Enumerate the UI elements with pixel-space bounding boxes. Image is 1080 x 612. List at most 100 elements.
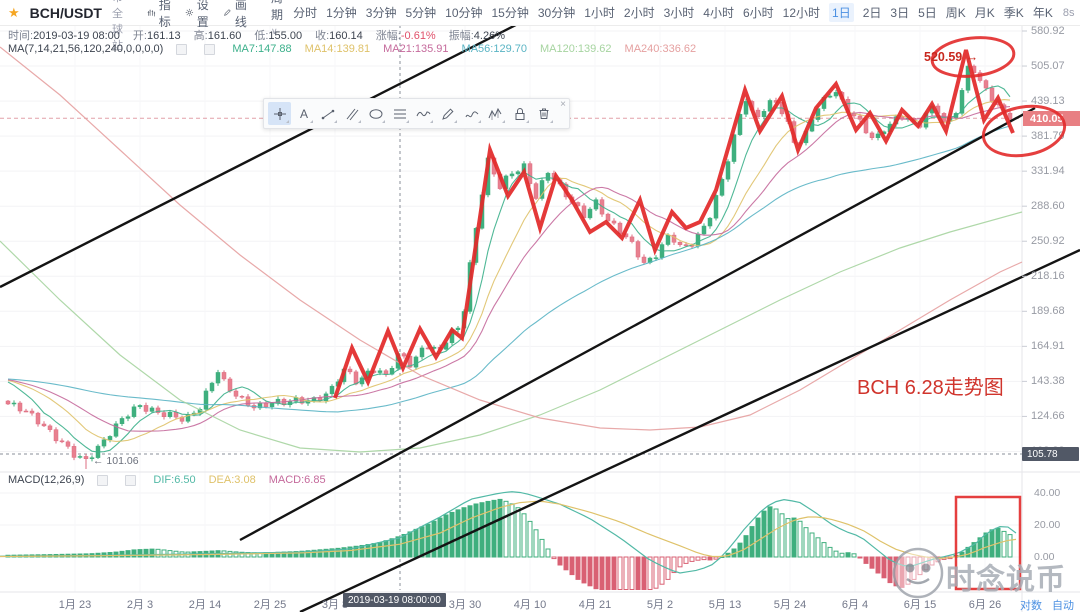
interval-3日[interactable]: 3日 (890, 6, 910, 20)
interval-1日[interactable]: 1日 (829, 3, 854, 22)
interval-分时[interactable]: 分时 (293, 6, 318, 20)
drawing-toolbar: A × (263, 98, 570, 129)
watermark-text: 时念说币 (946, 564, 1067, 596)
interval-1小时[interactable]: 1小时 (584, 6, 615, 20)
indicator-toggle-checkbox[interactable] (204, 43, 216, 55)
interval-2小时[interactable]: 2小时 (623, 6, 655, 20)
pencil-tool-button[interactable] (436, 102, 459, 125)
delete-tool-button[interactable] (532, 102, 555, 125)
time-tick-label: 4月 21 (578, 599, 612, 611)
interval-4小时[interactable]: 4小时 (703, 6, 734, 20)
log-scale-link[interactable]: 对数 (1020, 600, 1042, 612)
fib-retracement-icon (393, 109, 406, 118)
indicator-value-DEA: DEA:3.08 (208, 474, 256, 486)
close-icon[interactable]: × (560, 99, 566, 110)
interval-6小时[interactable]: 6小时 (742, 6, 774, 20)
fib-retracement-tool-button[interactable] (388, 102, 411, 125)
macd-tick-label: 40.00 (1034, 487, 1061, 499)
refresh-rate: 8s (1062, 6, 1075, 19)
indicator-toggle-checkbox[interactable] (97, 474, 109, 486)
price-tick-label: 580.92 (1031, 25, 1065, 37)
parallel-channel-tool-button[interactable] (340, 102, 363, 125)
info-item: 低:155.00 (254, 30, 303, 42)
indicator-toggle-checkbox[interactable] (176, 43, 188, 55)
price-tick-label: 143.38 (1031, 375, 1065, 388)
indicator-value-MA14: MA14:139.81 (304, 43, 371, 55)
period-dropdown[interactable]: 周期 ∨ (271, 0, 284, 36)
interval-15分钟[interactable]: 15分钟 (491, 6, 529, 20)
multi-wave-tool-button[interactable] (484, 102, 507, 125)
indicator-toggle-checkbox[interactable] (125, 474, 137, 486)
price-tick-label: 331.94 (1031, 165, 1065, 178)
interval-年K[interactable]: 年K (1032, 6, 1053, 20)
interval-10分钟[interactable]: 10分钟 (445, 6, 483, 20)
time-tick-label: 6月 26 (968, 599, 1002, 611)
info-item: 收:160.14 (315, 30, 363, 42)
interval-5分钟[interactable]: 5分钟 (405, 6, 437, 20)
interval-2日[interactable]: 2日 (862, 6, 882, 20)
macd-info-row: MACD(12,26,9) DIF:6.50 DEA:3.08 MACD:6.85 (8, 474, 326, 486)
favorite-star-icon[interactable]: ★ (8, 4, 20, 20)
price-tick-label: 439.13 (1031, 95, 1065, 108)
time-tick-label: 4月 10 (513, 599, 547, 611)
macd-tick-label: 20.00 (1034, 519, 1061, 531)
text-icon: A (299, 107, 307, 121)
macd-tick-label: 0.00 (1034, 551, 1055, 563)
indicator-icon (147, 9, 156, 16)
lock-tool-button[interactable] (508, 102, 531, 125)
indicator-value-MACD: MACD:6.85 (268, 474, 326, 486)
info-item: 涨幅:-0.61% (375, 30, 436, 42)
interval-list: 分时 1分钟 3分钟 5分钟 10分钟 15分钟 30分钟 1小时 2小时 3小时 4小时 6小时 12… (293, 3, 1053, 22)
peak-price-annotation: 520.59 → (924, 50, 979, 64)
low-price-marker: ← 101.06 (93, 455, 139, 467)
info-item: 时间:2019-03-19 08:00 (8, 30, 120, 42)
freehand-tool-button[interactable] (460, 102, 483, 125)
exchange-name: 火币全球站 (112, 0, 123, 52)
interval-1分钟[interactable]: 1分钟 (326, 6, 357, 20)
wave-icon (416, 110, 430, 116)
info-item: 振幅:4.26% (448, 30, 505, 42)
indicator-value-MA21: MA21:135.91 (383, 43, 449, 55)
interval-月K[interactable]: 月K (974, 6, 995, 20)
time-tick-label: 6月 15 (903, 599, 937, 611)
auto-scale-link[interactable]: 自动 (1052, 600, 1074, 612)
gear-icon (185, 8, 194, 17)
indicator-button[interactable]: 指标 (147, 0, 175, 30)
interval-30分钟[interactable]: 30分钟 (537, 6, 576, 20)
info-item: 开:161.13 (132, 30, 181, 42)
price-tick-label: 189.68 (1031, 305, 1065, 318)
indicator-value-MA56: MA56:129.70 (461, 43, 527, 55)
ma-info-row: MA(7,14,21,56,120,240,0,0,0,0) MA7:147.88… (8, 43, 696, 55)
trend-line-tool-button[interactable] (316, 102, 339, 125)
scale-links: 对数 自动 (1020, 597, 1074, 612)
text-tool-button[interactable]: A (292, 102, 315, 125)
ellipse-icon (369, 108, 382, 119)
pencil-icon (441, 107, 454, 120)
price-tick-label: 505.07 (1031, 60, 1065, 73)
ohlc-info-row: 时间:2019-03-19 08:00 开:161.13 高:161.60 低:155… (8, 27, 505, 43)
interval-12小时[interactable]: 12小时 (782, 6, 821, 20)
crosshair-price-badge: 105.78 (1022, 447, 1079, 461)
interval-季K[interactable]: 季K (1003, 6, 1024, 20)
price-tick-label: 381.79 (1031, 130, 1065, 143)
ellipse-tool-button[interactable] (364, 102, 387, 125)
settings-button[interactable]: 设置 (185, 0, 213, 30)
price-tick-label: 218.16 (1031, 270, 1065, 283)
parallel-channel-icon (346, 108, 358, 120)
interval-周K[interactable]: 周K (945, 6, 966, 20)
last-price-badge: 410.05 (1023, 111, 1080, 126)
interval-5日[interactable]: 5日 (918, 6, 937, 20)
cursor-crosshair-tool-button[interactable] (268, 102, 291, 125)
interval-3小时[interactable]: 3小时 (663, 6, 695, 20)
draw-line-button[interactable]: 画线 (223, 0, 251, 30)
price-tick-label: 124.66 (1031, 410, 1065, 423)
info-item: 高:161.60 (193, 30, 242, 42)
interval-3分钟[interactable]: 3分钟 (365, 6, 397, 20)
time-tick-label: 5月 24 (773, 599, 807, 611)
wave-tool-button[interactable] (412, 102, 435, 125)
indicator-value-MA7: MA7:147.88 (232, 43, 292, 55)
lock-icon (515, 107, 524, 120)
symbol-title: BCH/USDT (29, 4, 102, 21)
